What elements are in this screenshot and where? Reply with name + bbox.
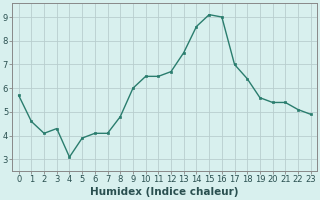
X-axis label: Humidex (Indice chaleur): Humidex (Indice chaleur) bbox=[91, 187, 239, 197]
